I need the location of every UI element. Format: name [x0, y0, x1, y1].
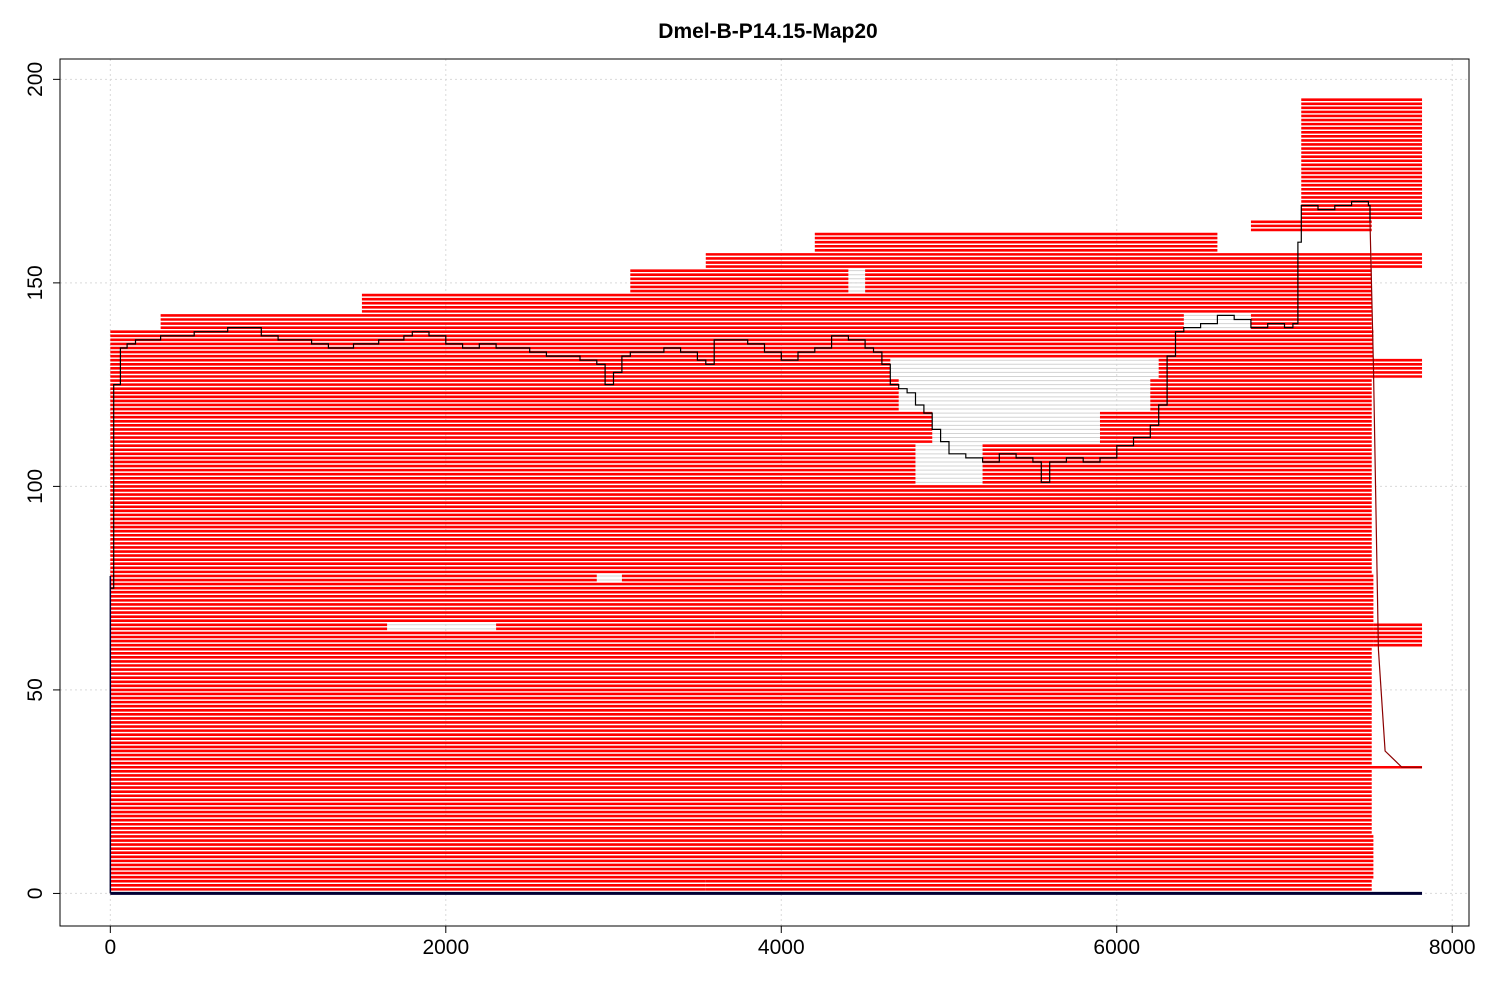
y-tick-label: 0 — [24, 888, 47, 900]
x-tick-label: 6000 — [1093, 936, 1140, 959]
y-tick-label: 50 — [24, 678, 47, 701]
y-axis: 0 50 100 150 200 — [24, 62, 60, 899]
x-tick-label: 0 — [104, 936, 116, 959]
x-axis: 0 2000 4000 6000 8000 — [104, 926, 1476, 959]
x-tick-label: 4000 — [758, 936, 805, 959]
x-tick-label: 8000 — [1429, 936, 1476, 959]
reference-track — [109, 575, 1423, 895]
y-tick-label: 200 — [24, 62, 47, 97]
coverage-line-group — [110, 200, 1422, 768]
y-tick-label: 150 — [24, 265, 47, 300]
reads — [110, 98, 1423, 891]
coverage-line — [110, 200, 1371, 589]
chart-title: Dmel-B-P14.15-Map20 — [658, 20, 877, 43]
y-tick-label: 100 — [24, 469, 47, 504]
x-tick-label: 2000 — [422, 936, 469, 959]
plot-frame — [59, 58, 1470, 927]
coverage-tail-line — [1369, 221, 1422, 768]
